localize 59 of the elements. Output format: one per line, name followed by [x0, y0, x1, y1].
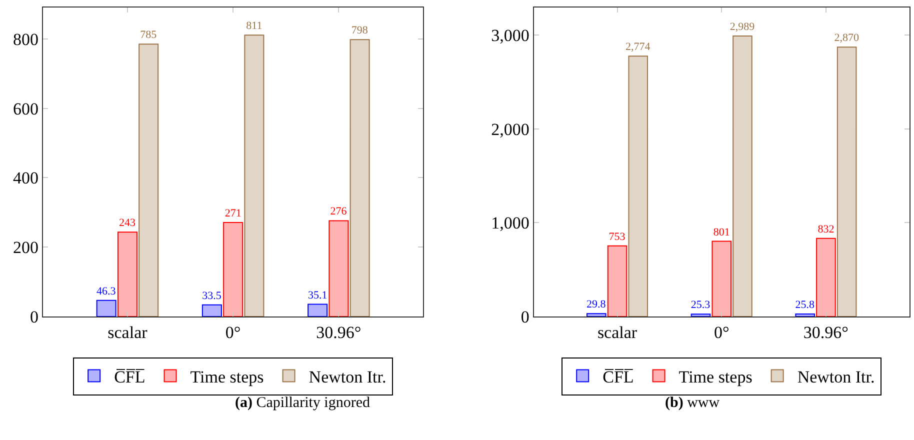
data-label: 243	[118, 217, 136, 230]
data-label: 33.5	[202, 290, 222, 302]
data-label: 35.1	[308, 289, 328, 302]
data-label: 785	[140, 29, 158, 42]
y-tick-label: 800	[13, 30, 39, 49]
x-tick-label: scalar	[597, 322, 638, 342]
y-tick-label: 200	[13, 238, 39, 258]
legend-label: C̅F̅L̅	[114, 367, 146, 386]
bar	[223, 222, 244, 316]
data-label: 2,870	[834, 32, 860, 44]
legend-label: Newton Itr.	[308, 367, 386, 386]
data-label: 271	[224, 207, 242, 220]
data-label: 276	[330, 206, 348, 218]
text: (b) www	[665, 395, 720, 411]
bar	[244, 34, 264, 316]
y-tick-label: 3,000	[491, 26, 530, 45]
y-tick-label: 400	[13, 168, 39, 188]
bar	[732, 35, 752, 316]
data-label: 801	[713, 226, 730, 238]
bar	[795, 314, 815, 316]
legend-label: C̅F̅L̅	[602, 367, 634, 386]
y-tick-label: 600	[13, 99, 39, 118]
bar	[96, 300, 116, 316]
data-label: 2,989	[730, 20, 756, 33]
data-label: 811	[246, 20, 262, 32]
y-tick-label: 1,000	[491, 214, 530, 233]
bar	[138, 44, 159, 316]
y-tick-label: 0	[520, 307, 530, 326]
data-label: 25.8	[795, 299, 815, 312]
x-tick-label: 0°	[714, 322, 730, 342]
x-tick-label: 0°	[225, 322, 241, 342]
data-label: 2,774	[626, 41, 651, 54]
y-tick-label: 0	[30, 307, 39, 326]
bar	[202, 304, 222, 316]
data-label: 832	[818, 223, 834, 236]
bar	[350, 39, 370, 316]
data-label: 798	[351, 24, 368, 37]
bar	[712, 240, 732, 316]
bar	[690, 314, 711, 316]
bar	[328, 220, 349, 316]
legend-label: Time steps	[190, 367, 264, 386]
bar	[117, 232, 138, 316]
bar	[836, 46, 857, 316]
bar	[816, 238, 836, 316]
x-tick-label: 30.96°	[316, 322, 362, 342]
data-label: 753	[608, 230, 626, 243]
x-tick-label: scalar	[108, 322, 148, 342]
bar	[607, 245, 628, 316]
x-tick-label: 30.96°	[803, 322, 848, 342]
legend-label: Newton Itr.	[797, 367, 875, 386]
legend-label: Time steps	[678, 367, 752, 386]
bar	[308, 304, 328, 316]
bar	[586, 313, 606, 316]
data-label: 29.8	[586, 298, 606, 311]
text: (a) Capillarity ignored	[235, 395, 370, 411]
y-tick-label: 2,000	[491, 120, 530, 139]
data-label: 46.3	[96, 285, 116, 298]
bar	[628, 56, 648, 316]
data-label: 25.3	[690, 299, 711, 312]
